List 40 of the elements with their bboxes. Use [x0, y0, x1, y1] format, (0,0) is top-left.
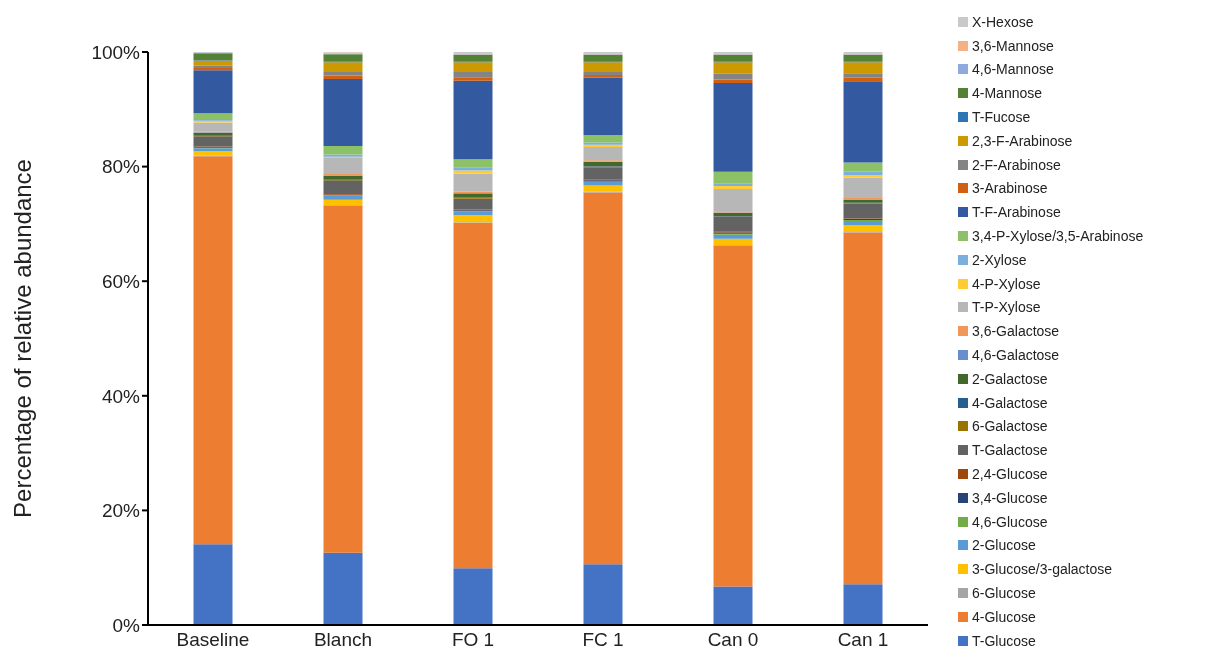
y-tick-label: 40% — [101, 385, 141, 407]
legend-label: T-Fucose — [972, 109, 1031, 126]
legend-label: 3-Arabinose — [972, 180, 1048, 197]
legend-label: 2-Galactose — [972, 370, 1048, 387]
legend-label: 3,4-Glucose — [972, 489, 1048, 506]
legend-label: 4-P-Xylose — [972, 275, 1041, 292]
y-tick-label: 100% — [91, 41, 141, 63]
legend-label: 6-Galactose — [972, 418, 1048, 435]
legend-label: T-Galactose — [972, 442, 1048, 459]
x-tick-label: FC 1 — [582, 629, 624, 651]
y-axis-title: Percentage of relative abundance — [8, 159, 36, 518]
legend-label: 4-Mannose — [972, 85, 1043, 102]
y-tick-label: 80% — [101, 156, 141, 178]
legend-label: 4,6-Galactose — [972, 347, 1060, 364]
legend-label: 2-F-Arabinose — [972, 156, 1061, 173]
legend-label: 6-Glucose — [972, 585, 1036, 602]
y-tick-label: 20% — [101, 500, 141, 522]
legend-label: X-Hexose — [972, 13, 1034, 30]
legend-label: 3,6-Mannose — [972, 37, 1054, 54]
legend-label: 2,3-F-Arabinose — [972, 132, 1073, 149]
legend-label: 2-Glucose — [972, 537, 1036, 554]
x-tick-label: Can 1 — [837, 629, 889, 651]
x-tick-label: Baseline — [176, 629, 250, 651]
legend-label: 4-Galactose — [972, 394, 1048, 411]
legend-label: 3,4-P-Xylose/3,5-Arabinose — [972, 228, 1144, 245]
y-tick-label: 60% — [101, 270, 141, 292]
legend-label: 3-Glucose/3-galactose — [972, 561, 1113, 578]
y-tick-label: 0% — [112, 614, 141, 636]
legend-label: 4-Glucose — [972, 608, 1036, 625]
legend-label: T-P-Xylose — [972, 299, 1041, 316]
legend-label: 4,6-Mannose — [972, 61, 1054, 78]
x-tick-label: FO 1 — [451, 629, 495, 651]
legend-label: T-Glucose — [972, 632, 1036, 649]
x-tick-label: Can 0 — [707, 629, 759, 651]
legend-label: 3,6-Galactose — [972, 323, 1060, 340]
legend-label: 2,4-Glucose — [972, 466, 1048, 483]
legend-label: 4,6-Glucose — [972, 513, 1048, 530]
legend-label: 2-Xylose — [972, 251, 1027, 268]
legend-label: T-F-Arabinose — [972, 204, 1061, 221]
x-tick-label: Blanch — [313, 629, 373, 651]
